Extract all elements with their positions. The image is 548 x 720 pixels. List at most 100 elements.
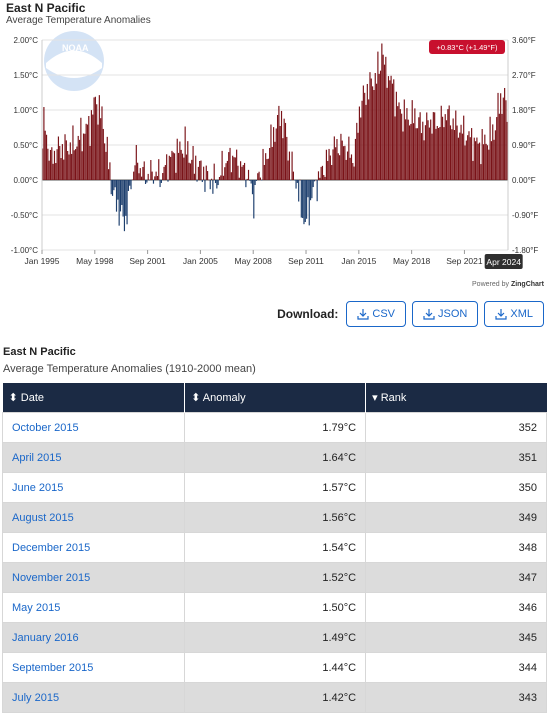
bar[interactable] <box>464 145 466 180</box>
bar[interactable] <box>200 160 202 180</box>
bar[interactable] <box>368 99 370 180</box>
bar[interactable] <box>130 180 132 190</box>
powered-by-zingchart[interactable]: Powered by ZingChart <box>472 281 544 288</box>
bar[interactable] <box>449 125 452 180</box>
bar[interactable] <box>488 149 490 180</box>
bar[interactable] <box>193 173 195 180</box>
bar[interactable] <box>461 133 463 180</box>
bar[interactable] <box>204 180 206 192</box>
bar[interactable] <box>493 139 495 180</box>
bar[interactable] <box>121 180 123 206</box>
bar[interactable] <box>270 124 272 180</box>
bar[interactable] <box>290 180 292 181</box>
bar[interactable] <box>471 128 473 180</box>
bar[interactable] <box>365 104 367 180</box>
date-link[interactable]: May 2015 <box>1 592 186 623</box>
bar[interactable] <box>411 100 413 180</box>
bar[interactable] <box>259 177 261 180</box>
bar[interactable] <box>234 157 236 180</box>
bar[interactable] <box>276 115 279 180</box>
bar[interactable] <box>342 146 345 180</box>
date-link[interactable]: January 2016 <box>1 622 186 653</box>
bar[interactable] <box>441 116 444 180</box>
bar[interactable] <box>166 154 168 180</box>
bar[interactable] <box>321 165 324 180</box>
bar[interactable] <box>114 180 116 188</box>
download-json-button[interactable]: JSON <box>412 301 479 327</box>
bar[interactable] <box>134 165 136 180</box>
bar[interactable] <box>374 72 376 180</box>
bar[interactable] <box>405 119 407 180</box>
bar[interactable] <box>283 118 285 180</box>
bar[interactable] <box>316 180 318 202</box>
bar[interactable] <box>353 166 355 180</box>
bar[interactable] <box>468 131 470 180</box>
bar[interactable] <box>337 153 339 180</box>
bar[interactable] <box>279 126 281 180</box>
bar[interactable] <box>427 120 429 180</box>
bar[interactable] <box>108 169 110 180</box>
bar[interactable] <box>138 173 140 180</box>
bar[interactable] <box>81 151 83 180</box>
bar[interactable] <box>504 87 506 180</box>
bar[interactable] <box>210 178 213 180</box>
bar[interactable] <box>254 180 256 186</box>
bar[interactable] <box>420 133 423 180</box>
bar[interactable] <box>358 106 360 180</box>
bar[interactable] <box>195 155 197 180</box>
bar[interactable] <box>229 147 231 180</box>
bar[interactable] <box>261 180 263 181</box>
bar[interactable] <box>75 149 77 180</box>
bar[interactable] <box>497 92 499 180</box>
bar[interactable] <box>492 124 494 180</box>
bar[interactable] <box>340 133 342 180</box>
bar[interactable] <box>416 128 419 180</box>
date-link[interactable]: November 2015 <box>1 562 186 593</box>
bar[interactable] <box>110 180 112 195</box>
bar[interactable] <box>212 180 214 194</box>
bar[interactable] <box>168 155 170 180</box>
bar[interactable] <box>207 171 209 180</box>
bar[interactable] <box>307 180 309 198</box>
bar[interactable] <box>431 133 433 180</box>
bar[interactable] <box>67 150 69 180</box>
bar[interactable] <box>364 92 366 180</box>
bar[interactable] <box>80 117 82 180</box>
bar[interactable] <box>291 151 293 180</box>
column-header-rank[interactable]: ▾ Rank <box>365 383 547 413</box>
bar[interactable] <box>52 163 54 180</box>
bar[interactable] <box>505 100 507 180</box>
bar[interactable] <box>292 171 294 180</box>
bar[interactable] <box>402 131 404 180</box>
bar[interactable] <box>59 145 61 180</box>
bar[interactable] <box>104 143 106 180</box>
bar[interactable] <box>216 180 218 189</box>
bar[interactable] <box>472 160 474 180</box>
bar[interactable] <box>345 159 347 180</box>
bar[interactable] <box>333 136 335 180</box>
bar[interactable] <box>181 153 184 180</box>
bar[interactable] <box>423 140 425 180</box>
bar[interactable] <box>154 176 156 180</box>
bar[interactable] <box>463 115 465 180</box>
bar[interactable] <box>265 153 267 180</box>
bar[interactable] <box>360 117 362 180</box>
bar[interactable] <box>92 114 94 180</box>
bar[interactable] <box>115 180 118 212</box>
bar[interactable] <box>369 72 371 180</box>
bar[interactable] <box>101 106 103 180</box>
bar[interactable] <box>55 163 57 180</box>
bar[interactable] <box>386 87 388 180</box>
bar[interactable] <box>133 171 135 180</box>
bar[interactable] <box>419 112 421 180</box>
bar[interactable] <box>370 78 372 181</box>
bar[interactable] <box>76 146 78 180</box>
column-header-anomaly[interactable]: ⬍ Anomaly <box>184 383 367 413</box>
bar[interactable] <box>180 149 182 180</box>
bar[interactable] <box>251 180 254 195</box>
bar[interactable] <box>60 158 62 180</box>
bar[interactable] <box>296 180 298 183</box>
bar[interactable] <box>379 70 382 180</box>
bar[interactable] <box>456 125 458 180</box>
date-link[interactable]: April 2015 <box>1 442 186 473</box>
